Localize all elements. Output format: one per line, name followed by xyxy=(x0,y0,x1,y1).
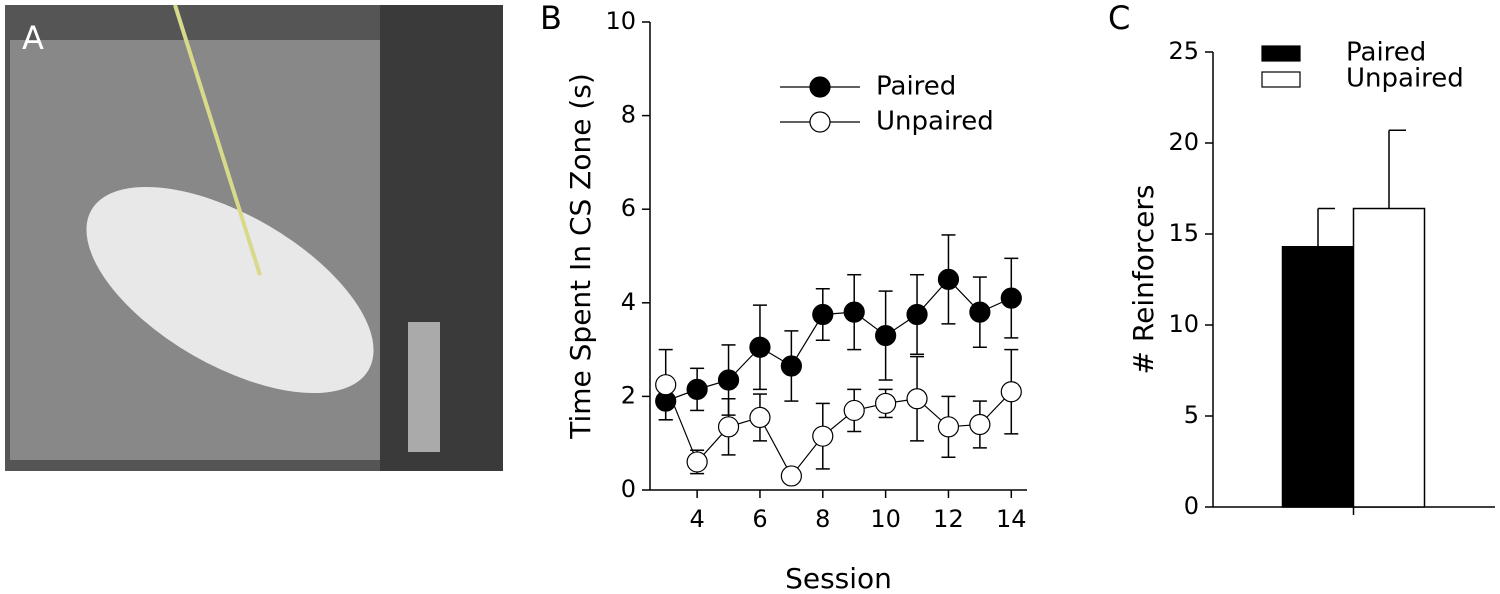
legend-marker xyxy=(809,76,831,98)
series-line xyxy=(665,384,1012,478)
y-tick-label: 10 xyxy=(1168,310,1199,338)
marker xyxy=(1000,381,1022,403)
cage-wall xyxy=(380,5,503,471)
legend-swatch xyxy=(1261,71,1301,88)
x-tick-label: 14 xyxy=(996,505,1027,533)
marker xyxy=(749,336,771,358)
y-tick-label: 0 xyxy=(1184,492,1199,520)
marker xyxy=(717,369,740,391)
x-tick-label: 4 xyxy=(689,505,704,533)
y-tick-label: 5 xyxy=(1184,401,1199,429)
marker xyxy=(937,416,960,438)
legend-swatch xyxy=(1261,45,1301,62)
y-tick-label: 10 xyxy=(605,7,636,35)
y-tick-label: 25 xyxy=(1168,37,1199,65)
y-axis-title: # Reinforcers xyxy=(1127,185,1160,375)
marker xyxy=(812,303,834,326)
y-tick-label: 8 xyxy=(621,101,636,129)
legend-label: Unpaired xyxy=(1346,64,1464,94)
rat xyxy=(86,186,374,394)
marker xyxy=(875,324,897,347)
y-tick-label: 6 xyxy=(621,194,636,222)
y-axis-title: Time Spent In CS Zone (s) xyxy=(564,73,597,440)
cable xyxy=(173,4,262,276)
y-tick-label: 0 xyxy=(621,475,636,503)
marker xyxy=(969,413,991,436)
marker xyxy=(749,406,771,429)
legend-label: Paired xyxy=(876,72,956,102)
photo: A xyxy=(5,4,503,471)
x-tick-label: 6 xyxy=(752,505,767,533)
panel-label: C xyxy=(1108,0,1130,37)
marker xyxy=(906,388,928,410)
marker xyxy=(655,374,677,396)
y-tick-label: 2 xyxy=(621,381,636,409)
legend-label: Paired xyxy=(1346,38,1426,68)
y-tick-label: 15 xyxy=(1168,219,1199,247)
series-line xyxy=(665,278,1012,402)
legend-marker xyxy=(809,111,831,133)
marker xyxy=(686,378,708,400)
x-tick-label: 12 xyxy=(933,505,964,533)
marker xyxy=(780,355,802,377)
marker xyxy=(843,301,865,323)
marker xyxy=(843,399,865,422)
x-axis-title: Session xyxy=(785,562,892,594)
marker xyxy=(780,465,802,487)
bar xyxy=(1352,207,1426,508)
marker xyxy=(969,301,991,323)
marker xyxy=(717,416,740,438)
x-tick-label: 10 xyxy=(870,505,901,533)
marker xyxy=(937,268,960,290)
panel-label: B xyxy=(540,0,562,37)
x-tick-label: 8 xyxy=(815,505,830,533)
y-tick-label: 4 xyxy=(621,288,636,316)
marker xyxy=(812,425,834,447)
marker xyxy=(686,451,708,473)
marker xyxy=(906,303,928,326)
legend-label: Unpaired xyxy=(876,107,994,137)
y-tick-label: 20 xyxy=(1168,128,1199,156)
marker xyxy=(875,392,897,415)
panel-label: A xyxy=(22,19,44,57)
marker xyxy=(1000,287,1022,309)
bar xyxy=(1281,245,1355,508)
lever xyxy=(408,322,440,452)
